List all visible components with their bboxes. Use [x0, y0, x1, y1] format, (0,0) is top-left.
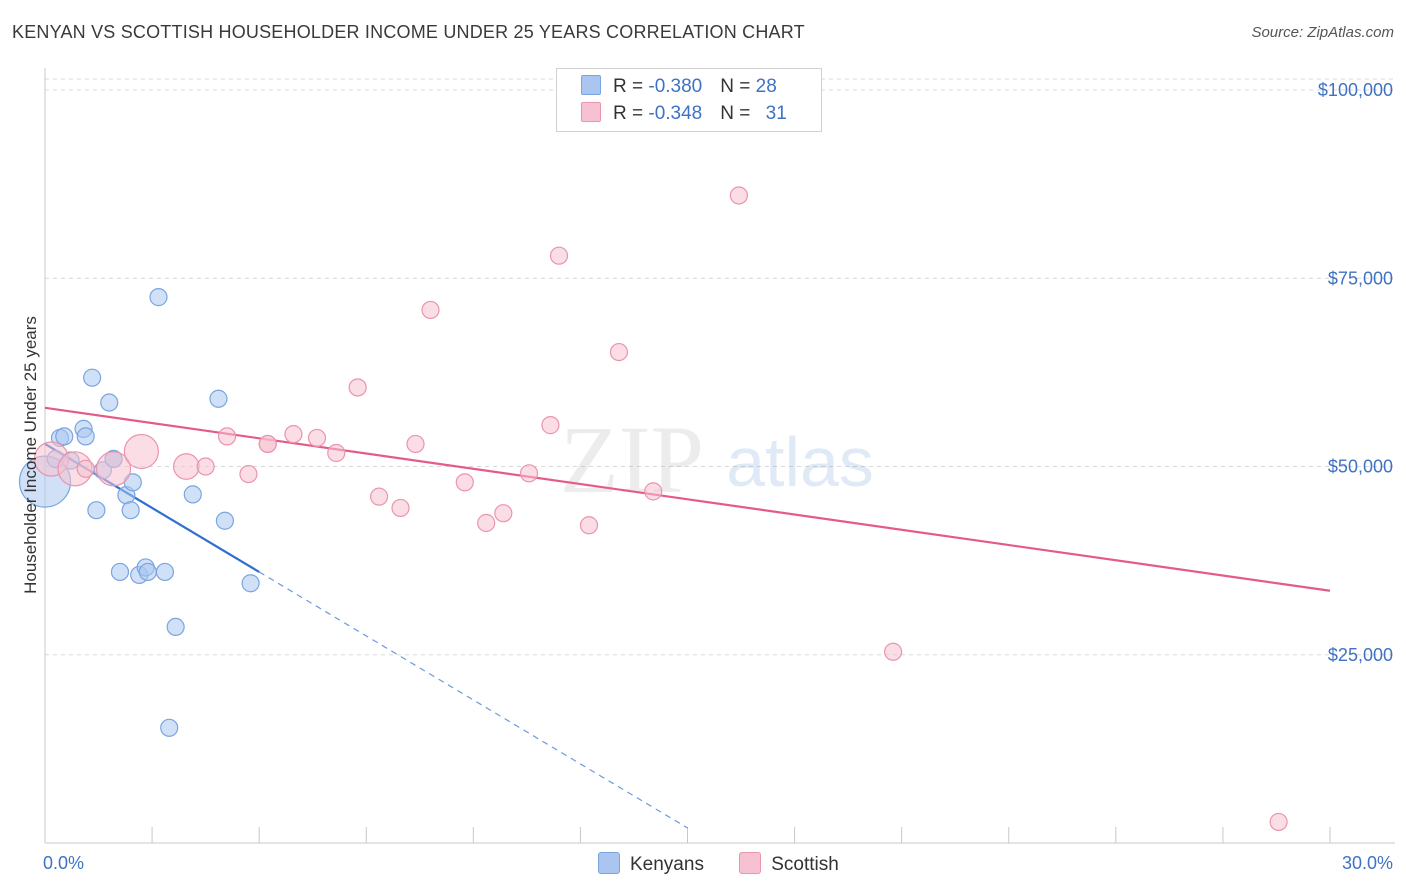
point-kenyans	[209, 389, 228, 408]
legend-n-value: 28	[755, 76, 777, 97]
legend-r-label: R =	[613, 103, 649, 124]
chart-title: KENYAN VS SCOTTISH HOUSEHOLDER INCOME UN…	[12, 22, 805, 42]
legend-item-kenyans[interactable]: Kenyans	[598, 852, 704, 876]
point-scottish	[307, 428, 327, 448]
point-kenyans	[241, 574, 260, 593]
point-kenyans	[110, 562, 130, 582]
legend-n-label: N =	[720, 76, 756, 97]
y-tick-label: $100,000	[1318, 80, 1393, 100]
point-scottish	[370, 487, 389, 506]
legend-r-label: R =	[613, 76, 649, 97]
x-tick-label: 0.0%	[43, 853, 84, 873]
point-kenyans	[155, 562, 175, 582]
point-scottish	[348, 378, 367, 397]
legend-label-kenyans: Kenyans	[630, 854, 704, 875]
point-scottish	[883, 642, 903, 661]
point-kenyans	[183, 485, 202, 504]
legend-item-scottish[interactable]: Scottish	[739, 852, 839, 876]
legend-r-value: -0.380	[648, 76, 703, 97]
point-scottish	[284, 425, 303, 444]
point-scottish	[95, 451, 132, 487]
point-kenyans	[55, 427, 74, 446]
point-scottish	[729, 186, 749, 205]
point-kenyans	[149, 288, 168, 307]
point-scottish	[239, 464, 258, 484]
y-tick-label: $50,000	[1328, 457, 1393, 477]
point-scottish	[406, 434, 425, 454]
point-kenyans	[76, 427, 95, 446]
correlation-legend: R = -0.380 N = 28 R = -0.348 N = 31	[556, 68, 822, 132]
point-scottish	[1269, 812, 1288, 832]
point-scottish	[421, 300, 440, 320]
data-points	[18, 186, 1288, 832]
point-kenyans	[121, 501, 140, 520]
point-scottish	[549, 246, 569, 265]
legend-row-kenyans: R = -0.380 N = 28	[581, 75, 777, 101]
point-scottish	[644, 482, 663, 501]
legend-row-scottish: R = -0.348 N = 31	[581, 102, 787, 128]
source-credit: Source: ZipAtlas.com	[1251, 24, 1394, 41]
point-scottish	[579, 516, 599, 535]
legend-swatch-kenyans	[598, 852, 620, 874]
series-legend: Kenyans Scottish	[598, 852, 869, 876]
point-kenyans	[166, 617, 185, 637]
point-scottish	[541, 416, 560, 435]
point-scottish	[258, 434, 277, 454]
point-scottish	[609, 342, 629, 362]
x-tick-label: 30.0%	[1342, 853, 1393, 873]
legend-swatch-kenyans	[581, 75, 601, 95]
point-scottish	[519, 464, 539, 483]
watermark-atlas: atlas	[726, 423, 874, 501]
legend-swatch-scottish	[581, 102, 601, 122]
point-scottish	[477, 513, 496, 533]
y-tick-label: $75,000	[1328, 268, 1393, 288]
point-scottish	[327, 443, 346, 463]
point-scottish	[123, 433, 159, 470]
point-scottish	[455, 473, 474, 492]
legend-swatch-scottish	[739, 852, 762, 874]
watermark-zip: ZIP	[560, 406, 704, 513]
y-axis-label: Householder Income Under 25 years	[21, 316, 40, 594]
point-kenyans	[100, 393, 119, 412]
point-scottish	[494, 504, 513, 523]
legend-n-value: 31	[765, 103, 787, 124]
point-scottish	[173, 453, 200, 480]
point-scottish	[76, 459, 95, 478]
legend-label-scottish: Scottish	[771, 854, 839, 875]
grid-lines	[45, 78, 1395, 656]
point-kenyans	[215, 511, 234, 530]
legend-n-label: N =	[720, 103, 756, 124]
y-tick-label: $25,000	[1328, 645, 1393, 665]
tick-labels: $25,000 $50,000 $75,000 $100,000 0.0% 30.0%	[43, 80, 1393, 873]
point-scottish	[391, 498, 410, 518]
point-kenyans	[87, 501, 106, 520]
point-kenyans	[83, 368, 102, 387]
axes	[44, 68, 1395, 844]
point-kenyans	[160, 718, 179, 737]
point-scottish	[217, 427, 237, 446]
legend-r-value: -0.348	[648, 103, 703, 124]
watermark: ZIP atlas	[560, 406, 874, 513]
trend-line-scottish	[44, 406, 1331, 592]
point-kenyans	[138, 562, 157, 582]
trend-line-extension-kenyans	[258, 571, 688, 829]
point-scottish	[196, 457, 215, 476]
